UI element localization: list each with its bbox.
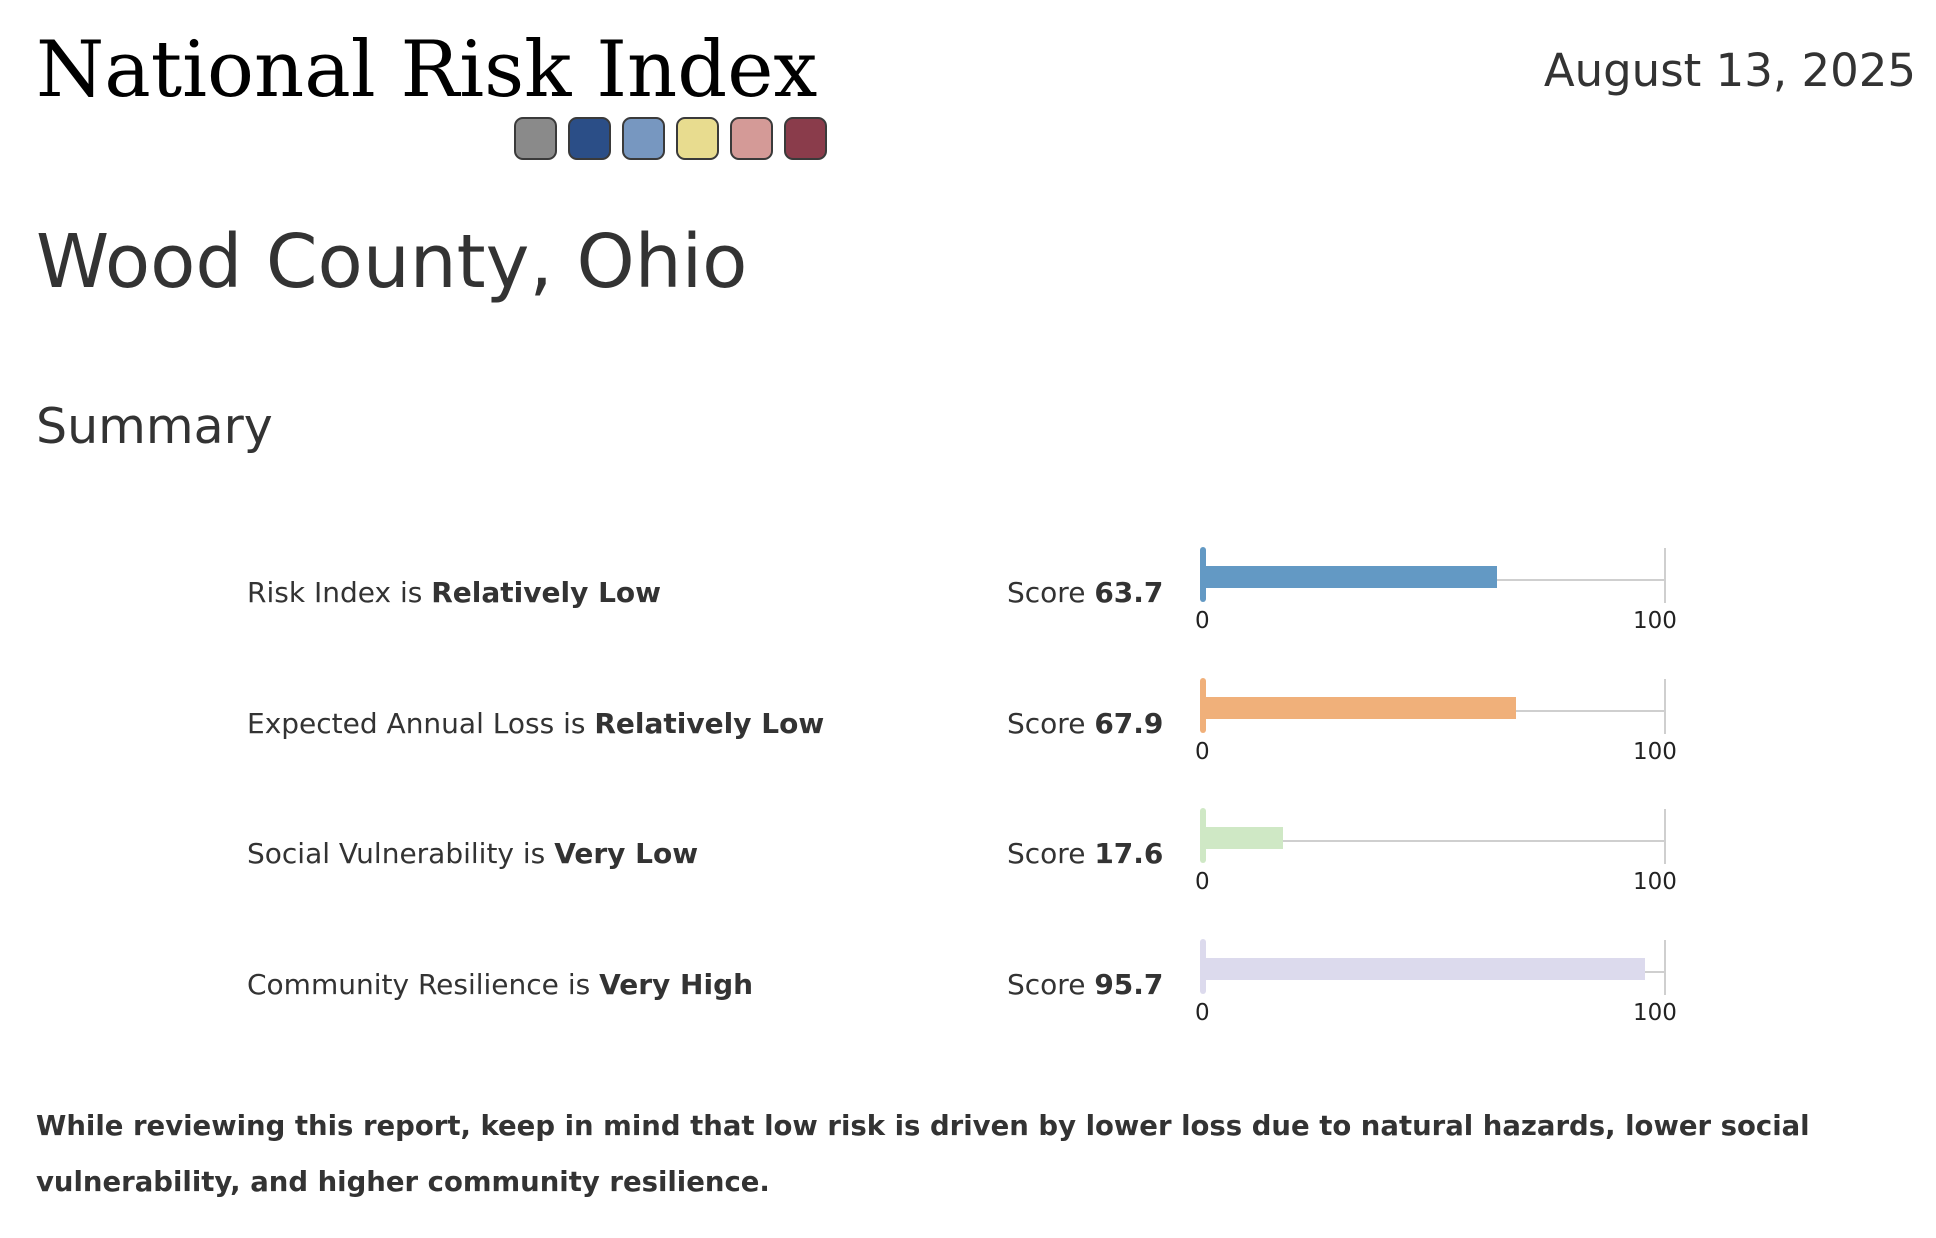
scale-max-label: 100 <box>1633 869 1677 895</box>
summary-row-community-resilience: Community Resilience is Very High Score … <box>0 932 1936 1052</box>
gauge-end-tick <box>1664 940 1666 995</box>
score-value: 17.6 <box>1094 837 1164 870</box>
rating-value: Relatively Low <box>431 576 662 609</box>
summary-note: While reviewing this report, keep in min… <box>36 1110 1810 1198</box>
metric-name: Social Vulnerability <box>247 837 514 870</box>
metric-name: Community Resilience <box>247 968 559 1001</box>
scale-min-label: 0 <box>1195 739 1210 765</box>
row-score: Score 95.7 <box>1007 968 1163 1002</box>
score-value: 67.9 <box>1094 707 1164 740</box>
gauge-bar <box>1202 958 1646 980</box>
score-prefix: Score <box>1007 837 1086 870</box>
row-label: Social Vulnerability is Very Low <box>247 837 698 871</box>
swatch-6 <box>784 117 827 160</box>
gauge-end-tick <box>1664 548 1666 603</box>
swatch-3 <box>622 117 665 160</box>
row-label: Community Resilience is Very High <box>247 968 753 1002</box>
gauge-bar <box>1202 566 1497 588</box>
score-value: 63.7 <box>1094 576 1164 609</box>
gauge-end-tick <box>1664 809 1666 864</box>
score-prefix: Score <box>1007 576 1086 609</box>
gauge-bar <box>1202 697 1517 719</box>
row-score: Score 67.9 <box>1007 707 1163 741</box>
gauge-end-tick <box>1664 679 1666 734</box>
swatch-4 <box>676 117 719 160</box>
report-date: August 13, 2025 <box>1543 44 1916 97</box>
scale-max-label: 100 <box>1633 1000 1677 1026</box>
metric-connector: is <box>563 707 586 740</box>
location-name: Wood County, Ohio <box>36 219 748 305</box>
metric-connector: is <box>567 968 591 1001</box>
score-gauge: 0 100 <box>1190 932 1710 1052</box>
score-prefix: Score <box>1007 968 1086 1001</box>
row-label: Risk Index is Relatively Low <box>247 576 661 610</box>
metric-name: Risk Index <box>247 576 392 609</box>
metric-name: Expected Annual Loss <box>247 707 555 740</box>
swatch-2 <box>568 117 611 160</box>
score-gauge: 0 100 <box>1190 671 1710 791</box>
scale-min-label: 0 <box>1195 608 1210 634</box>
rating-value: Very Low <box>554 837 699 870</box>
gauge-start-tick <box>1200 547 1206 602</box>
summary-row-expected-annual-loss: Expected Annual Loss is Relatively Low S… <box>0 671 1936 791</box>
app-title: National Risk Index <box>36 25 818 115</box>
rating-color-swatches <box>514 117 827 160</box>
summary-row-social-vulnerability: Social Vulnerability is Very Low Score 1… <box>0 801 1936 921</box>
gauge-start-tick <box>1200 808 1206 863</box>
rating-value: Relatively Low <box>594 707 825 740</box>
row-score: Score 63.7 <box>1007 576 1163 610</box>
metric-connector: is <box>522 837 546 870</box>
row-score: Score 17.6 <box>1007 837 1163 871</box>
score-gauge: 0 100 <box>1190 801 1710 921</box>
scale-max-label: 100 <box>1633 739 1677 765</box>
row-label: Expected Annual Loss is Relatively Low <box>247 707 824 741</box>
score-gauge: 0 100 <box>1190 540 1710 660</box>
swatch-5 <box>730 117 773 160</box>
score-prefix: Score <box>1007 707 1086 740</box>
scale-min-label: 0 <box>1195 869 1210 895</box>
summary-row-risk-index: Risk Index is Relatively Low Score 63.7 … <box>0 540 1936 660</box>
gauge-track <box>1202 840 1665 842</box>
summary-heading: Summary <box>36 398 273 455</box>
gauge-bar <box>1202 827 1284 849</box>
scale-max-label: 100 <box>1633 608 1677 634</box>
score-value: 95.7 <box>1094 968 1164 1001</box>
rating-value: Very High <box>599 968 754 1001</box>
gauge-start-tick <box>1200 939 1206 994</box>
scale-min-label: 0 <box>1195 1000 1210 1026</box>
swatch-1 <box>514 117 557 160</box>
metric-connector: is <box>399 576 423 609</box>
gauge-start-tick <box>1200 678 1206 733</box>
